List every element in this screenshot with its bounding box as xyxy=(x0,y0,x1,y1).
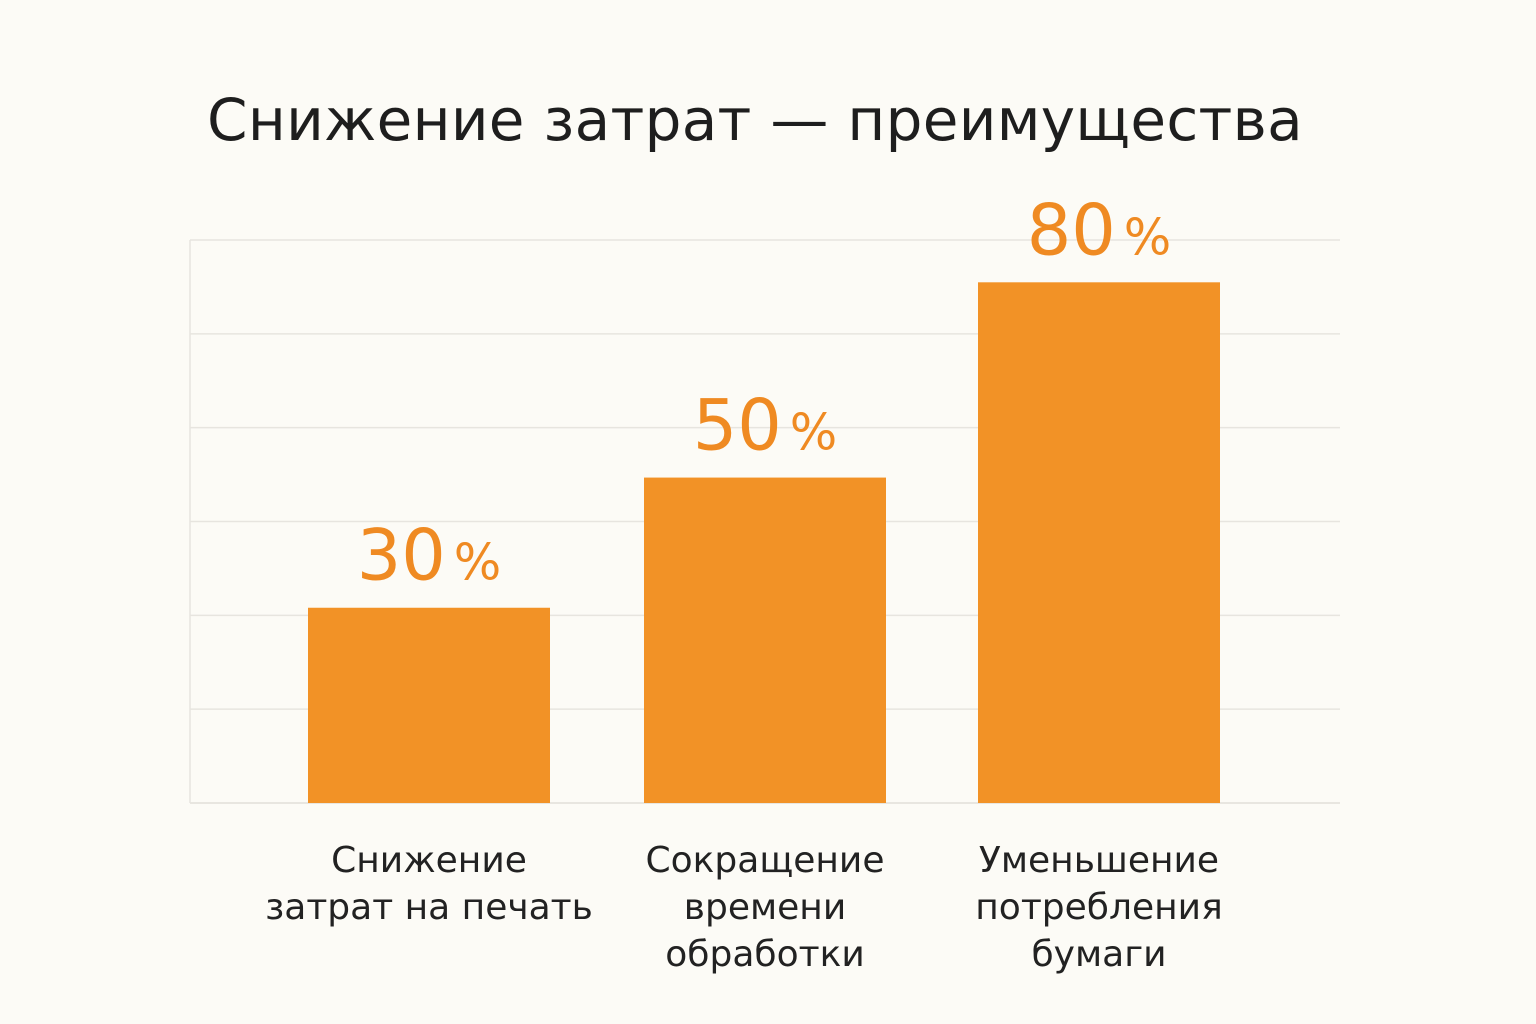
value-unit: % xyxy=(1124,208,1172,266)
bar-2 xyxy=(644,477,886,803)
category-label-line: Сокращение xyxy=(646,840,885,881)
value-number: 50 xyxy=(693,385,782,467)
category-label-2: Сокращение времени обработки xyxy=(646,840,885,975)
bars xyxy=(308,282,1220,803)
value-number: 80 xyxy=(1027,189,1116,271)
category-label-line: Снижение xyxy=(331,840,527,881)
value-unit: % xyxy=(790,404,838,462)
category-label-3: Уменьшение потребления бумаги xyxy=(975,840,1222,975)
value-labels: 30 %50 %80% xyxy=(357,189,1172,596)
value-number: 30 xyxy=(357,515,446,597)
value-unit: % xyxy=(454,534,502,592)
value-label-3: 80% xyxy=(1027,189,1172,271)
value-label-2: 50% xyxy=(693,385,838,467)
chart-title: Снижение затрат — преимущества xyxy=(207,86,1303,154)
category-label-1: Снижение затрат на печать xyxy=(265,840,593,928)
category-labels: Снижение затрат на печать Сокращение времен… xyxy=(265,840,1223,975)
category-label-line: потребления xyxy=(975,887,1222,928)
bar-3 xyxy=(978,282,1220,803)
value-label-1: 30% xyxy=(357,515,502,597)
category-label-line: бумаги xyxy=(1031,934,1166,975)
category-label-line: обработки xyxy=(665,934,864,975)
category-label-line: времени xyxy=(684,887,846,928)
category-label-line: затрат на печать xyxy=(265,887,593,928)
bar-1 xyxy=(308,607,550,803)
category-label-line: Уменьшение xyxy=(979,840,1219,881)
